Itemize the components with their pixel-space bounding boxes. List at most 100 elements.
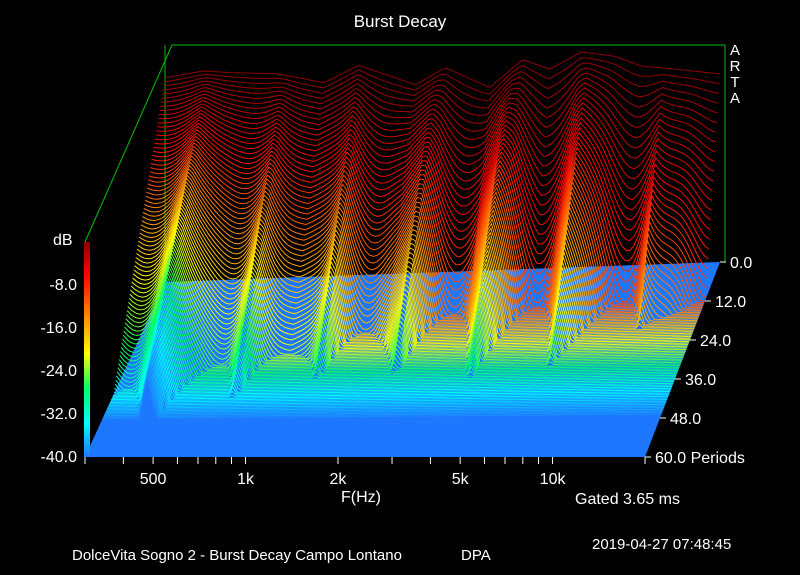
decay-slice bbox=[151, 135, 708, 272]
decay-slice bbox=[147, 155, 704, 310]
decay-slice bbox=[130, 239, 688, 355]
decay-slice bbox=[150, 139, 708, 283]
z-tick-label: -32.0 bbox=[41, 406, 78, 423]
decay-slice bbox=[103, 373, 663, 418]
x-axis-label: F(Hz) bbox=[341, 489, 381, 506]
decay-slice bbox=[137, 203, 695, 337]
period-tick-label: 12.0 bbox=[715, 294, 746, 311]
z-tick-label: -40.0 bbox=[41, 449, 78, 466]
decay-slice bbox=[143, 174, 701, 322]
decay-slice bbox=[112, 326, 671, 398]
decay-slice bbox=[136, 210, 694, 341]
decay-slice bbox=[152, 129, 710, 252]
decay-slice bbox=[123, 271, 682, 372]
gate-label: Gated 3.65 ms bbox=[575, 491, 680, 508]
decay-slice bbox=[160, 87, 716, 143]
decay-slice bbox=[109, 339, 669, 403]
decay-slice bbox=[131, 232, 689, 351]
decay-slice bbox=[122, 274, 681, 373]
decay-slice bbox=[118, 297, 677, 384]
decay-slice bbox=[140, 190, 698, 330]
plot-box-edge bbox=[84, 44, 173, 243]
decay-slice bbox=[133, 223, 691, 347]
decay-slice bbox=[134, 219, 692, 345]
decay-slice bbox=[150, 142, 707, 293]
decay-slice bbox=[118, 294, 678, 382]
decay-slice bbox=[106, 355, 666, 411]
period-tick-label: 36.0 bbox=[685, 372, 716, 389]
decay-slice bbox=[141, 184, 699, 326]
brand-letter: T bbox=[730, 74, 740, 91]
z-axis-ticks: -8.0 -16.0 -24.0 -32.0 -40.0 bbox=[41, 277, 78, 466]
decay-slice bbox=[138, 200, 696, 336]
decay-slice bbox=[136, 206, 694, 339]
decay-slice bbox=[158, 102, 715, 172]
decay-slice bbox=[107, 349, 667, 408]
decay-slice bbox=[119, 291, 678, 381]
decay-slice bbox=[134, 216, 693, 344]
decay-slice bbox=[129, 242, 687, 357]
decay-slice bbox=[135, 213, 693, 342]
x-tick-label: 1k bbox=[237, 471, 255, 488]
decay-slice bbox=[157, 106, 714, 182]
decay-slice bbox=[144, 171, 701, 320]
decay-slice bbox=[104, 367, 664, 415]
x-tick-label: 2k bbox=[330, 471, 348, 488]
decay-slice bbox=[152, 132, 709, 262]
decay-slice bbox=[132, 229, 690, 350]
decay-slice bbox=[148, 151, 705, 308]
decay-slice bbox=[102, 377, 662, 419]
decay-slice bbox=[103, 370, 663, 417]
decay-slice bbox=[120, 287, 679, 379]
decay-slice bbox=[148, 148, 706, 304]
x-axis-ticks: 500 1k 2k 5k 10k bbox=[84, 457, 646, 488]
x-tick-label: 500 bbox=[140, 471, 167, 488]
decay-slice bbox=[140, 187, 698, 328]
z-axis-label: dB bbox=[53, 232, 73, 249]
decay-slice bbox=[154, 122, 711, 231]
decay-slice bbox=[116, 304, 676, 386]
decay-slice bbox=[139, 194, 697, 331]
decay-slice bbox=[128, 249, 686, 360]
decay-slice bbox=[156, 113, 713, 201]
decay-slice bbox=[145, 164, 703, 317]
z-tick-label: -8.0 bbox=[49, 277, 77, 294]
color-scale-bar bbox=[84, 242, 90, 457]
period-tick-label: 24.0 bbox=[700, 333, 731, 350]
decay-slice bbox=[149, 145, 707, 302]
decay-slice bbox=[111, 329, 671, 399]
decay-slice bbox=[164, 51, 721, 88]
x-tick-label: 5k bbox=[452, 471, 470, 488]
decay-slice bbox=[154, 119, 711, 221]
decay-slice bbox=[164, 57, 720, 95]
decay-slice bbox=[146, 158, 704, 312]
decay-slice bbox=[105, 364, 665, 414]
decay-slice bbox=[160, 82, 717, 133]
decay-slice bbox=[162, 72, 718, 116]
footer-description: DolceVita Sogno 2 - Burst Decay Campo Lo… bbox=[72, 547, 402, 564]
brand-letter: R bbox=[729, 58, 741, 75]
x-tick-label: 10k bbox=[540, 471, 567, 488]
decay-slice bbox=[115, 310, 674, 390]
decay-slice bbox=[108, 346, 668, 406]
footer-mic: DPA bbox=[461, 547, 491, 564]
decay-slice bbox=[162, 67, 719, 109]
decay-slice bbox=[113, 323, 672, 396]
decay-slice bbox=[124, 268, 683, 370]
decay-slice bbox=[156, 109, 713, 192]
period-tick-label: 60.0 Periods bbox=[655, 450, 745, 467]
decay-slice bbox=[144, 168, 702, 319]
decay-slice bbox=[113, 320, 673, 395]
decay-slice bbox=[128, 245, 687, 359]
decay-slice bbox=[138, 197, 696, 334]
decay-slice bbox=[127, 252, 686, 362]
decay-slice bbox=[130, 236, 689, 353]
period-tick-label: 48.0 bbox=[670, 411, 701, 428]
period-tick-label: 0.0 bbox=[730, 255, 752, 272]
brand-letter: A bbox=[729, 90, 740, 107]
decay-slice bbox=[109, 342, 668, 405]
decay-slice bbox=[126, 258, 684, 365]
decay-slice bbox=[132, 226, 691, 348]
